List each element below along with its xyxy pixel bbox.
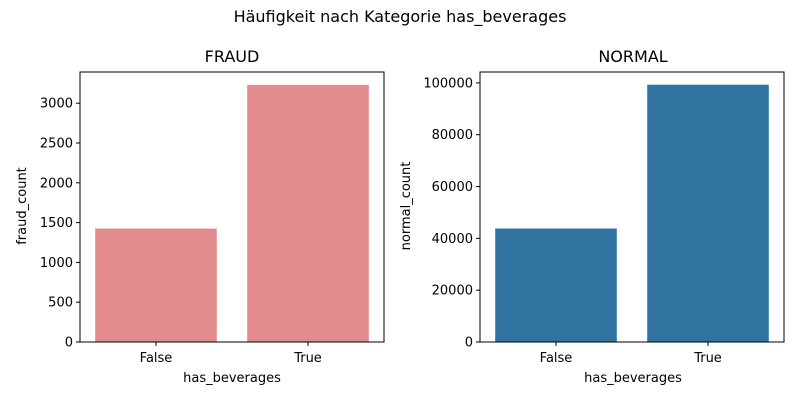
fraud-chart-title: FRAUD [205, 47, 260, 66]
fraud-y-tick-label: 2500 [40, 137, 73, 152]
fraud-y-tick-label: 2000 [40, 176, 73, 191]
fraud-y-tick-label: 0 [65, 336, 73, 351]
normal-chart-title: NORMAL [598, 47, 667, 66]
fraud-bar-false [95, 228, 217, 342]
normal-y-tick-label: 100000 [423, 76, 473, 91]
normal-x-tick-label: True [693, 351, 722, 366]
fraud-axes-frame [79, 71, 385, 343]
figure-suptitle: Häufigkeit nach Kategorie has_beverages [234, 7, 567, 27]
fraud-y-tick-label: 1500 [40, 216, 73, 231]
fraud-y-tick-label: 3000 [40, 97, 73, 112]
normal-y-tick-label: 20000 [432, 284, 473, 299]
normal-y-tick-label: 80000 [432, 128, 473, 143]
fraud-chart-panel: FRAUD has_beverages fraud_count 0 500 1000… [15, 47, 385, 386]
fraud-y-tick-label: 1000 [40, 256, 73, 271]
fraud-x-tick-label: False [140, 351, 173, 366]
normal-x-tick-label: False [540, 351, 573, 366]
normal-bar-true [647, 84, 769, 342]
normal-y-tick-label: 60000 [432, 180, 473, 195]
fraud-x-axis-label: has_beverages [183, 371, 281, 386]
fraud-x-tick-label: True [293, 351, 322, 366]
normal-chart-panel: NORMAL has_beverages normal_count 0 20000… [399, 47, 785, 386]
fraud-bar-true [247, 84, 369, 342]
normal-x-axis-label: has_beverages [584, 371, 682, 386]
fraud-y-axis-label: fraud_count [15, 167, 30, 245]
normal-y-axis-label: normal_count [399, 162, 414, 251]
normal-bar-false [495, 228, 617, 342]
fraud-y-tick-label: 500 [48, 296, 73, 311]
normal-y-tick-label: 0 [465, 336, 473, 351]
normal-y-tick-label: 40000 [432, 232, 473, 247]
normal-axes-frame [479, 71, 785, 343]
